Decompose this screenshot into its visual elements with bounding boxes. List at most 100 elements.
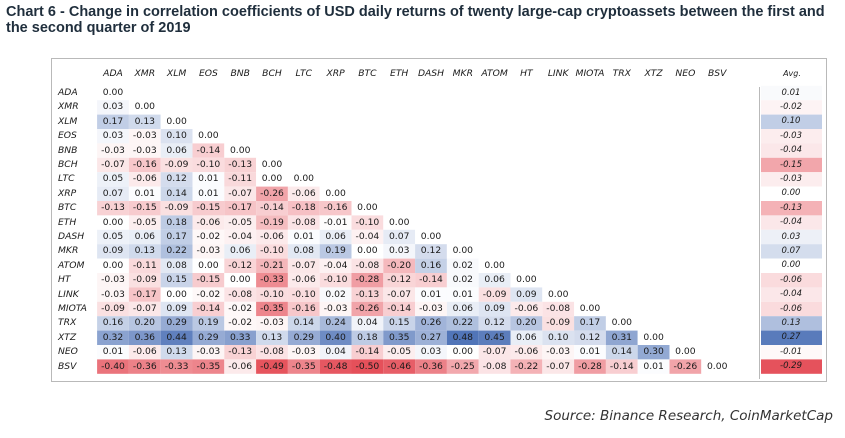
cell-value: 0.31 — [611, 331, 633, 343]
cell-value: -0.10 — [355, 216, 380, 228]
heatmap-cell — [224, 330, 257, 345]
avg-value: 0.13 — [781, 317, 801, 328]
cell-value: 0.12 — [420, 245, 442, 257]
heatmap-cell — [192, 345, 225, 360]
cell-value: 0.06 — [134, 231, 156, 242]
cell-value: -0.14 — [355, 346, 380, 358]
cell-value: 0.05 — [102, 231, 124, 242]
cell-value: 0.00 — [388, 216, 410, 228]
heatmap-cell — [192, 273, 225, 288]
heatmap-cell — [637, 330, 670, 345]
cell-value: -0.07 — [482, 346, 507, 358]
cell-value: 0.12 — [579, 331, 601, 343]
column-header: XLM — [166, 68, 187, 79]
cell-value: -0.14 — [609, 360, 634, 372]
cell-value: 0.33 — [229, 331, 251, 343]
heatmap-cell — [446, 244, 479, 259]
heatmap-cell — [97, 85, 129, 101]
avg-cell — [761, 215, 822, 230]
cell-value: -0.35 — [196, 360, 221, 372]
heatmap-cell — [383, 229, 416, 245]
cell-value: 0.48 — [452, 331, 474, 343]
row-header: BSV — [58, 360, 77, 372]
avg-value: 0.00 — [781, 260, 801, 271]
average-column — [759, 87, 824, 379]
heatmap-cell — [128, 215, 161, 230]
heatmap-cell — [224, 186, 257, 201]
cell-value: -0.03 — [101, 144, 125, 156]
heatmap-cell — [128, 316, 161, 331]
chart-title: Chart 6 - Change in correlation coeffici… — [6, 4, 825, 36]
cell-value: -0.04 — [228, 231, 253, 242]
heatmap-cell — [351, 301, 384, 317]
cell-value: 0.40 — [325, 331, 346, 343]
cell-value: 0.00 — [198, 259, 219, 271]
heatmap-cell — [383, 287, 416, 302]
avg-value: -0.06 — [780, 303, 802, 314]
cell-value: -0.11 — [228, 173, 253, 185]
cell-value: -0.03 — [260, 317, 284, 329]
cell-value: 0.29 — [293, 331, 315, 343]
cell-value: 0.00 — [198, 130, 219, 142]
cell-value: -0.09 — [164, 159, 189, 170]
row-header: ADA — [58, 87, 78, 98]
cell-value: 0.44 — [166, 331, 187, 343]
avg-value: 0.10 — [781, 116, 801, 127]
cell-value: 0.14 — [611, 346, 633, 358]
cell-value: 0.13 — [134, 115, 156, 127]
heatmap-cell — [574, 301, 606, 317]
cell-value: 0.00 — [452, 245, 474, 257]
column-header: XTZ — [644, 68, 663, 79]
cell-value: -0.06 — [514, 303, 539, 314]
column-header: LINK — [547, 68, 569, 79]
column-header: BCH — [262, 68, 282, 79]
heatmap-cell — [256, 186, 288, 201]
cell-value: -0.04 — [355, 231, 380, 242]
heatmap-cell — [224, 287, 257, 302]
heatmap-cell — [351, 345, 384, 360]
avg-cell — [761, 244, 822, 259]
avg-value: -0.01 — [780, 346, 802, 357]
column-header: XRP — [326, 68, 345, 79]
heatmap-cell — [97, 157, 129, 173]
heatmap-cell — [97, 129, 129, 144]
cell-value: -0.16 — [291, 303, 316, 314]
row-header: XMR — [58, 101, 79, 113]
avg-value: -0.13 — [780, 202, 802, 213]
heatmap-cell — [319, 287, 352, 302]
cell-value: -0.06 — [196, 216, 221, 228]
avg-cell — [761, 114, 822, 129]
heatmap-cell — [478, 316, 511, 331]
cell-value: 0.07 — [102, 187, 124, 199]
heatmap-cell — [319, 201, 352, 216]
heatmap-cell — [256, 359, 288, 374]
heatmap-cell — [542, 301, 575, 317]
cell-value: -0.12 — [387, 274, 412, 286]
cell-value: 0.01 — [198, 173, 219, 185]
row-header: XRP — [58, 187, 77, 199]
column-header: BTC — [358, 68, 377, 79]
avg-cell — [761, 229, 822, 245]
heatmap-cell — [319, 258, 352, 273]
heatmap-cell — [319, 273, 352, 288]
heatmap-cell — [128, 143, 161, 158]
heatmap-cell — [192, 244, 225, 259]
heatmap-cell — [383, 244, 416, 259]
cell-value: -0.10 — [260, 288, 284, 300]
cell-value: -0.33 — [260, 274, 284, 286]
heatmap-cell — [510, 287, 543, 302]
cell-value: 0.00 — [229, 274, 251, 286]
cell-value: 0.00 — [261, 159, 283, 170]
cell-value: 0.09 — [484, 303, 505, 314]
heatmap-cell — [128, 157, 161, 173]
cell-value: -0.14 — [196, 144, 221, 156]
heatmap-cell — [446, 316, 479, 331]
heatmap-cell — [478, 273, 511, 288]
heatmap-cell — [97, 258, 129, 273]
heatmap-cell — [287, 229, 320, 245]
cell-value: 0.06 — [452, 303, 474, 314]
heatmap-cell — [160, 201, 193, 216]
heatmap-cell — [446, 301, 479, 317]
cell-value: -0.02 — [196, 288, 221, 300]
heatmap-cell — [256, 215, 288, 230]
